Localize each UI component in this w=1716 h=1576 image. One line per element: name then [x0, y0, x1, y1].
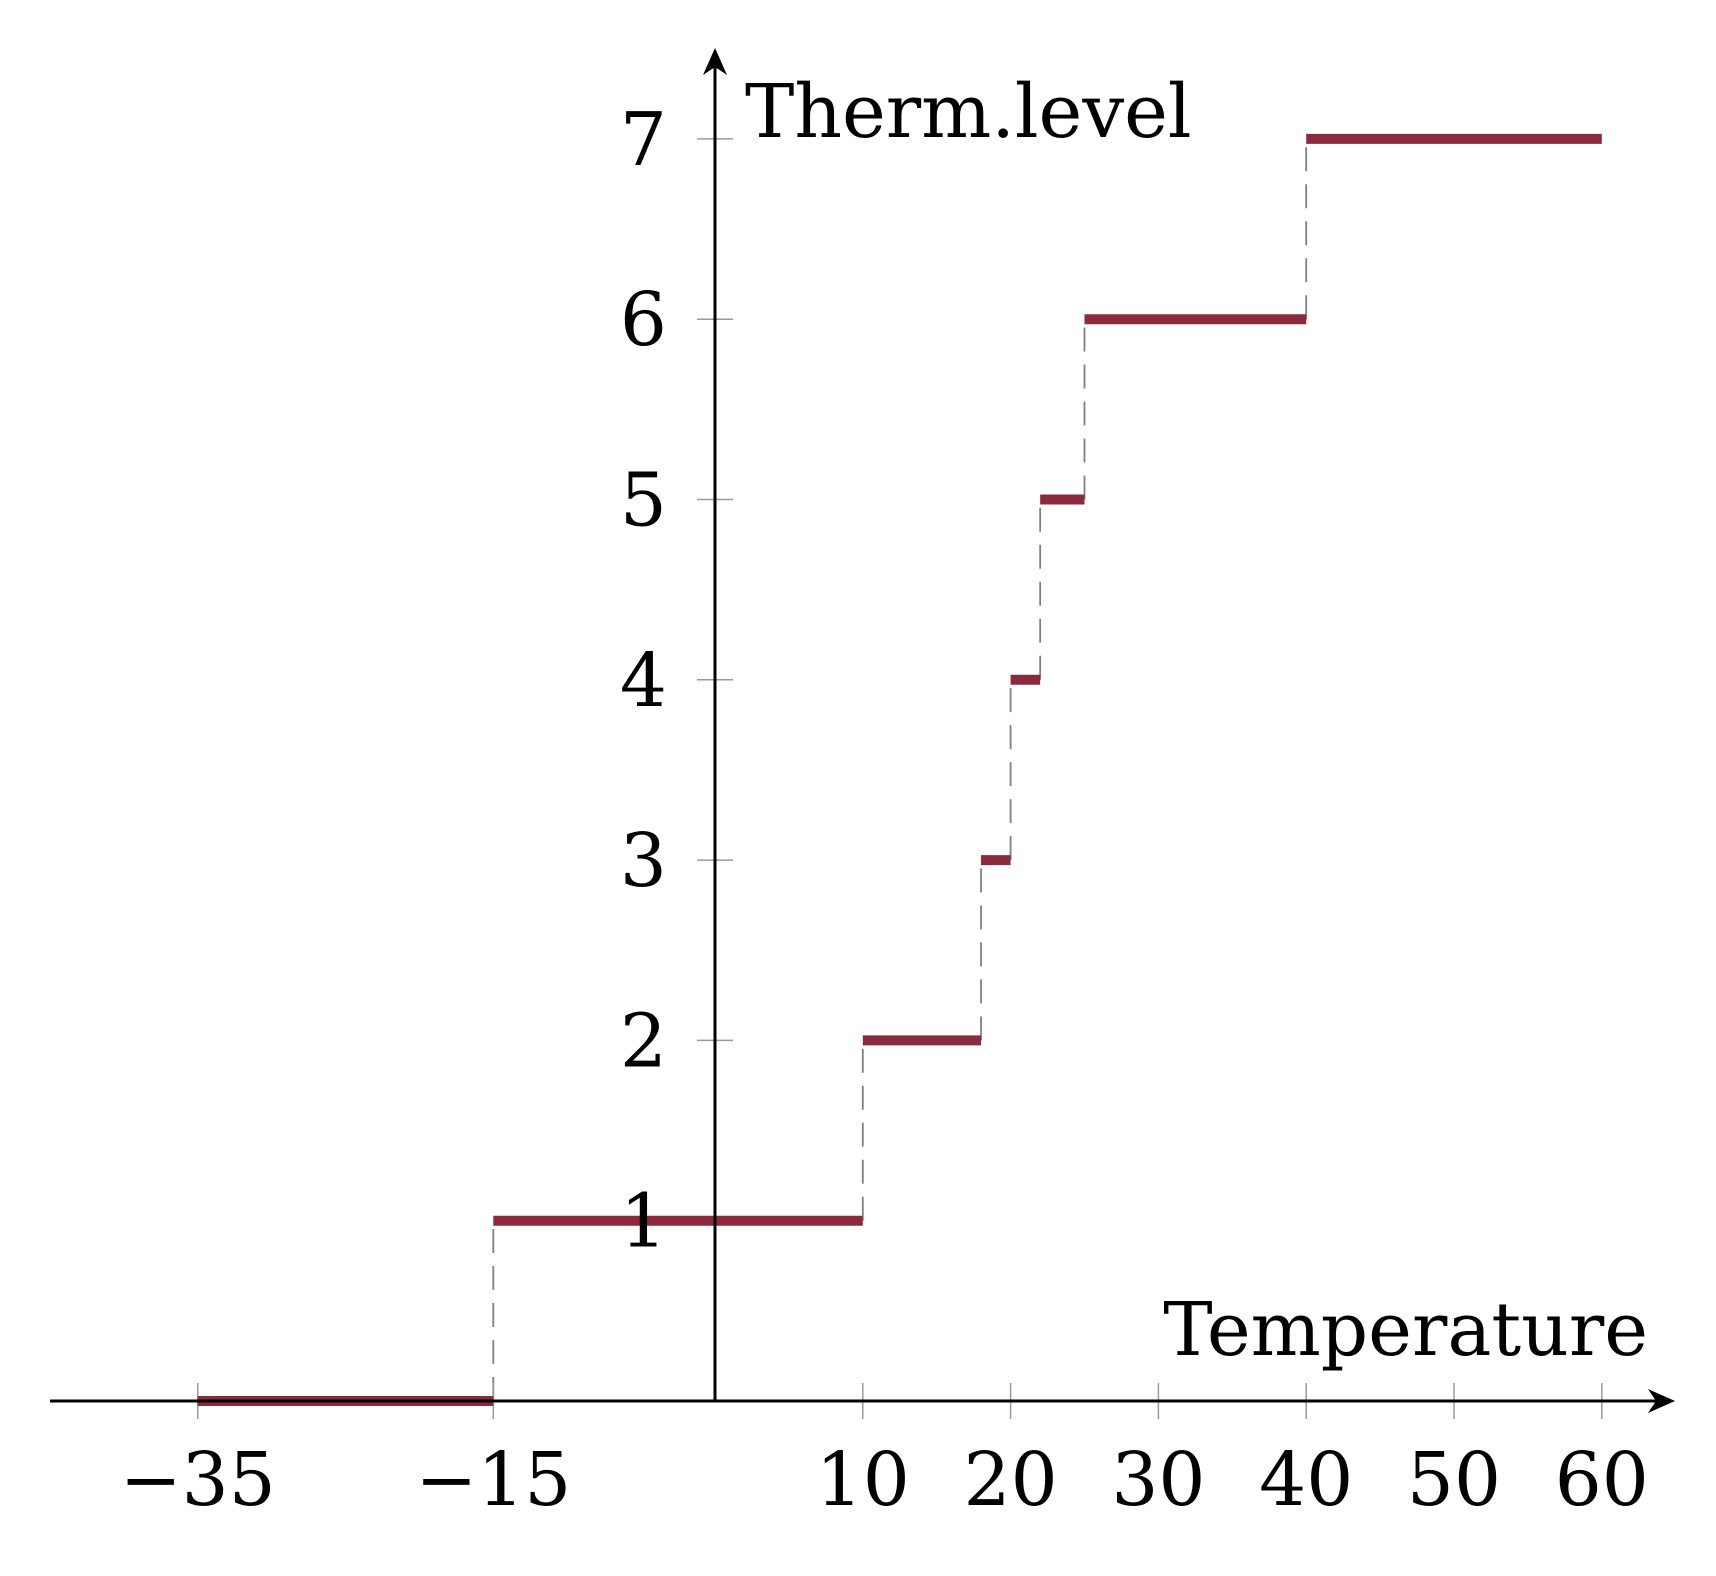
y-tick-label: 3	[620, 818, 667, 904]
y-axis-arrow	[703, 48, 727, 75]
tick-labels: −35 −15 10 20 30 40 50 60 1 2 3 4 5 6 7	[120, 97, 1649, 1523]
step-connectors	[492, 138, 1308, 1401]
y-axis-title: Therm.level	[745, 69, 1192, 155]
axis-ticks	[196, 138, 1603, 1419]
y-tick-label: 4	[620, 638, 667, 724]
x-axis-arrow	[1648, 1389, 1675, 1413]
step-segments	[197, 133, 1602, 1406]
y-tick-label: 2	[620, 998, 667, 1084]
x-tick-label: 40	[1259, 1437, 1353, 1523]
x-tick-label: −15	[415, 1437, 571, 1523]
x-tick-label: 20	[964, 1437, 1058, 1523]
y-tick-label: 1	[620, 1179, 667, 1265]
x-tick-label: −35	[120, 1437, 276, 1523]
y-tick-label: 7	[620, 97, 667, 183]
x-tick-label: 10	[816, 1437, 910, 1523]
x-tick-label: 60	[1555, 1437, 1649, 1523]
axes	[50, 48, 1675, 1413]
x-tick-label: 30	[1111, 1437, 1205, 1523]
y-tick-label: 6	[620, 277, 667, 363]
x-axis-title: Temperature	[1163, 1287, 1648, 1373]
y-tick-label: 5	[620, 458, 667, 544]
x-tick-label: 50	[1407, 1437, 1501, 1523]
